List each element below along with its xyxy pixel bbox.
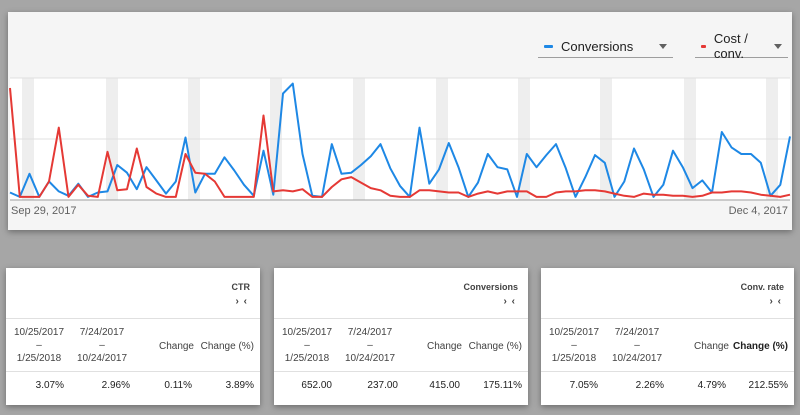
period2-end: 10/24/2017 xyxy=(76,353,128,364)
period1-value: 3.07% xyxy=(35,380,64,391)
period1-header: 10/25/2017 – 1/25/2018 xyxy=(278,326,336,365)
period1-header: 10/25/2017 – 1/25/2018 xyxy=(10,326,68,365)
change-pct-value: 3.89% xyxy=(225,380,254,391)
change-pct-value: 212.55% xyxy=(748,380,788,391)
period-dash: – xyxy=(634,340,640,351)
chart-legend: Conversions Cost / conv. xyxy=(538,31,800,61)
period2-end: 10/24/2017 xyxy=(344,353,396,364)
period2-header: 7/24/2017 – 10/24/2017 xyxy=(338,326,402,365)
dropdown-caret-icon xyxy=(774,43,783,49)
period1-start: 10/25/2017 xyxy=(281,327,333,338)
cost-per-conv-swatch xyxy=(701,44,706,48)
period2-header: 7/24/2017 – 10/24/2017 xyxy=(70,326,134,365)
period2-header: 7/24/2017 – 10/24/2017 xyxy=(605,326,669,365)
expand-collapse-icon[interactable]: › ‹ xyxy=(235,296,248,307)
change-value: 415.00 xyxy=(429,380,460,391)
conversions-series-line[interactable] xyxy=(9,82,791,198)
period-dash: – xyxy=(36,340,42,351)
conv-rate-comparison-table: Conv. rate › ‹ 10/25/2017 – 1/25/2018 7/… xyxy=(541,268,794,405)
period2-value: 2.96% xyxy=(101,380,130,391)
expand-collapse-icon[interactable]: › ‹ xyxy=(503,296,516,307)
metric-selector-cost-per-conv[interactable]: Cost / conv. xyxy=(695,31,789,61)
change-value: 0.11% xyxy=(164,380,192,391)
cost-per-conv-series-line[interactable] xyxy=(9,87,791,198)
x-axis-end-date: Dec 4, 2017 xyxy=(728,205,788,217)
period-dash: – xyxy=(304,340,310,351)
line-chart xyxy=(9,77,791,201)
period-dash: – xyxy=(99,340,105,351)
divider xyxy=(274,371,528,372)
change-pct-header[interactable]: Change (%) xyxy=(468,341,522,352)
period2-end: 10/24/2017 xyxy=(611,353,663,364)
metric-header: CTR xyxy=(231,282,251,292)
metric-selector-conversions[interactable]: Conversions xyxy=(538,38,674,58)
change-pct-value: 175.11% xyxy=(483,380,522,391)
period2-start: 7/24/2017 xyxy=(614,327,660,338)
dropdown-caret-icon xyxy=(659,43,668,49)
change-pct-header[interactable]: Change (%) xyxy=(733,341,788,352)
metric-label-conversions: Conversions xyxy=(561,38,634,54)
period2-value: 2.26% xyxy=(635,380,664,391)
change-header: Change xyxy=(158,341,194,352)
conversions-swatch xyxy=(544,44,553,48)
period1-start: 10/25/2017 xyxy=(548,327,600,338)
metric-header: Conversions xyxy=(463,282,518,292)
divider xyxy=(541,318,794,319)
divider xyxy=(6,318,260,319)
period1-value: 652.00 xyxy=(301,380,332,391)
x-axis-start-date: Sep 29, 2017 xyxy=(11,205,77,217)
period1-end: 1/25/2018 xyxy=(551,353,597,364)
period2-start: 7/24/2017 xyxy=(347,327,393,338)
period1-end: 1/25/2018 xyxy=(284,353,330,364)
conversions-comparison-table: Conversions › ‹ 10/25/2017 – 1/25/2018 7… xyxy=(274,268,528,405)
change-header: Change xyxy=(426,341,462,352)
divider xyxy=(6,371,260,372)
divider xyxy=(274,318,528,319)
period-dash: – xyxy=(367,340,373,351)
period1-end: 1/25/2018 xyxy=(16,353,62,364)
period1-header: 10/25/2017 – 1/25/2018 xyxy=(545,326,603,365)
change-pct-header[interactable]: Change (%) xyxy=(200,341,254,352)
ctr-comparison-table: CTR › ‹ 10/25/2017 – 1/25/2018 7/24/2017… xyxy=(6,268,260,405)
period1-start: 10/25/2017 xyxy=(13,327,65,338)
period2-start: 7/24/2017 xyxy=(79,327,125,338)
metric-header: Conv. rate xyxy=(740,282,784,292)
change-value: 4.79% xyxy=(697,380,726,391)
period-dash: – xyxy=(571,340,577,351)
change-header: Change xyxy=(693,341,729,352)
performance-chart-card: Conversions Cost / conv. Sep 29, 2017 De… xyxy=(8,12,792,230)
expand-collapse-icon[interactable]: › ‹ xyxy=(769,296,782,307)
divider xyxy=(541,371,794,372)
period1-value: 7.05% xyxy=(569,380,598,391)
period2-value: 237.00 xyxy=(367,380,398,391)
metric-label-cost-per-conv: Cost / conv. xyxy=(713,31,748,61)
